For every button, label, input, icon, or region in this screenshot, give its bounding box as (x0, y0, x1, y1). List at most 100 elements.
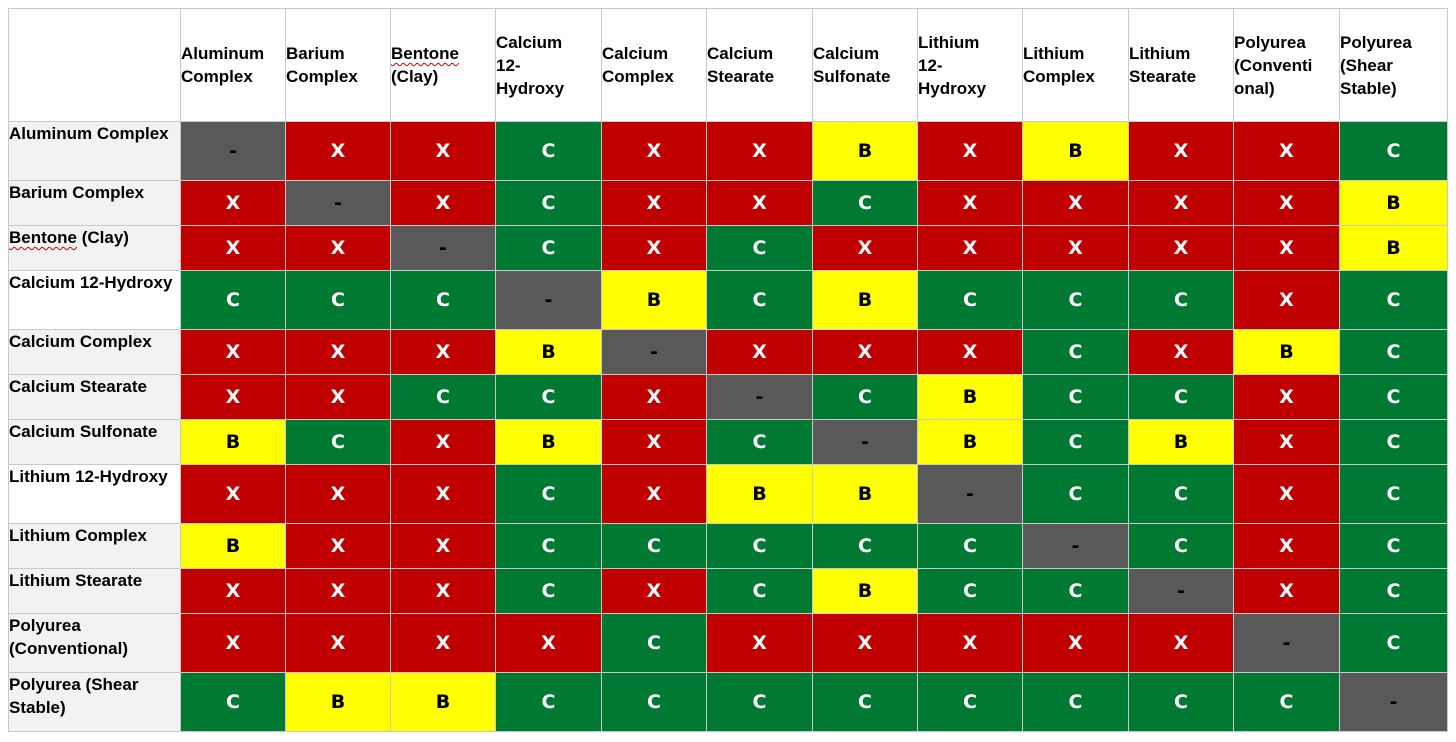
compatibility-cell: X (706, 329, 813, 375)
compatibility-cell: - (1022, 523, 1129, 569)
compatibility-cell: X (495, 613, 602, 673)
row-header-bentone-clay: Bentone (Clay) (8, 225, 181, 271)
row-header-label: Barium Complex (9, 183, 145, 202)
column-header-bentone-clay: Bentone (Clay) (390, 8, 496, 122)
compatibility-cell: X (285, 121, 391, 181)
column-header-calcium-stearate: Calcium Stearate (706, 8, 813, 122)
compatibility-cell: C (917, 568, 1023, 614)
compatibility-cell: X (917, 329, 1023, 375)
table-row: Calcium Sulfonate B C X B X C - B C B X C (8, 419, 1448, 465)
compatibility-cell: X (1233, 180, 1340, 226)
column-header-label: Lithium Complex (1023, 44, 1095, 86)
compatibility-cell: X (601, 180, 707, 226)
compatibility-cell: X (285, 329, 391, 375)
compatibility-cell: X (1128, 225, 1234, 271)
compatibility-cell: C (812, 180, 918, 226)
column-header-label: Lithium 12- Hydroxy (918, 32, 987, 98)
table-row: Lithium 12-Hydroxy X X X C X B B - C C X C (8, 464, 1448, 524)
column-header-label: Lithium Stearate (1129, 44, 1197, 86)
compatibility-cell: X (390, 180, 496, 226)
compatibility-cell: B (285, 672, 391, 732)
compatibility-cell: B (706, 464, 813, 524)
compatibility-cell: X (1128, 180, 1234, 226)
compatibility-cell: B (495, 419, 602, 465)
compatibility-cell: X (1233, 464, 1340, 524)
row-header-label: Lithium Complex (9, 526, 147, 545)
compatibility-cell: C (1022, 329, 1129, 375)
compatibility-cell: X (390, 523, 496, 569)
column-header-label: Polyurea (Shear Stable) (1340, 32, 1412, 98)
compatibility-cell: B (1339, 225, 1448, 271)
compatibility-cell: X (601, 464, 707, 524)
compatibility-cell: C (1339, 329, 1448, 375)
table-row: Lithium Complex B X X C C C C C - C X C (8, 523, 1448, 569)
table-row: Aluminum Complex - X X C X X B X B X X C (8, 121, 1448, 181)
compatibility-cell: C (1022, 568, 1129, 614)
compatibility-cell: C (495, 568, 602, 614)
corner-cell (8, 8, 181, 122)
compatibility-cell: - (1128, 568, 1234, 614)
column-header-label: Calcium Sulfonate (813, 44, 891, 86)
compatibility-cell: C (1128, 523, 1234, 569)
compatibility-cell: C (285, 419, 391, 465)
compatibility-cell: X (917, 225, 1023, 271)
compatibility-cell: X (180, 374, 286, 420)
compatibility-cell: B (1233, 329, 1340, 375)
compatibility-cell: C (1128, 374, 1234, 420)
compatibility-cell: X (180, 613, 286, 673)
grease-compatibility-table: Aluminum Complex Barium Complex Bentone (Cl… (8, 8, 1448, 732)
compatibility-cell: C (706, 672, 813, 732)
table-row: Polyurea (Shear Stable) C B B C C C C C C C C - (8, 672, 1448, 732)
compatibility-cell: X (180, 225, 286, 271)
compatibility-cell: C (495, 672, 602, 732)
compatibility-cell: C (1339, 270, 1448, 330)
compatibility-cell: C (180, 270, 286, 330)
compatibility-cell: C (812, 374, 918, 420)
compatibility-cell: C (285, 270, 391, 330)
table-row: Calcium 12-Hydroxy C C C - B C B C C C X C (8, 270, 1448, 330)
header-row: Aluminum Complex Barium Complex Bentone (Cl… (8, 8, 1448, 122)
compatibility-cell: C (706, 225, 813, 271)
compatibility-cell: B (1339, 180, 1448, 226)
compatibility-cell: X (601, 374, 707, 420)
compatibility-cell: C (495, 180, 602, 226)
compatibility-cell: X (180, 180, 286, 226)
compatibility-cell: X (917, 121, 1023, 181)
table-row: Barium Complex X - X C X X C X X X X B (8, 180, 1448, 226)
compatibility-cell: X (1233, 523, 1340, 569)
compatibility-cell: C (390, 270, 496, 330)
compatibility-cell: C (812, 672, 918, 732)
compatibility-cell: X (706, 180, 813, 226)
compatibility-cell: X (1233, 419, 1340, 465)
row-header-label: Calcium Complex (9, 332, 152, 351)
compatibility-cell: X (1233, 374, 1340, 420)
row-header-label: Calcium 12-Hydroxy (9, 273, 173, 292)
compatibility-cell: - (1339, 672, 1448, 732)
compatibility-cell: C (706, 523, 813, 569)
column-header-lithium-12-hydroxy: Lithium 12- Hydroxy (917, 8, 1023, 122)
compatibility-cell: B (812, 568, 918, 614)
compatibility-cell: C (1339, 121, 1448, 181)
compatibility-cell: X (285, 613, 391, 673)
column-header-label: Aluminum Complex (181, 44, 265, 86)
row-header-aluminum-complex: Aluminum Complex (8, 121, 181, 181)
compatibility-cell: X (1233, 568, 1340, 614)
compatibility-cell: X (812, 613, 918, 673)
compatibility-cell: C (706, 419, 813, 465)
compatibility-cell: C (1022, 419, 1129, 465)
compatibility-cell: X (1233, 270, 1340, 330)
compatibility-cell: C (917, 672, 1023, 732)
column-header-aluminum-complex: Aluminum Complex (180, 8, 286, 122)
row-header-lithium-stearate: Lithium Stearate (8, 568, 181, 614)
row-header-label: Lithium 12-Hydroxy (9, 467, 168, 486)
compatibility-cell: B (495, 329, 602, 375)
compatibility-cell: X (706, 121, 813, 181)
table-row: Calcium Complex X X X B - X X X C X B C (8, 329, 1448, 375)
compatibility-cell: X (390, 464, 496, 524)
compatibility-cell: C (495, 225, 602, 271)
column-header-barium-complex: Barium Complex (285, 8, 391, 122)
compatibility-cell: B (1022, 121, 1129, 181)
compatibility-cell: B (180, 523, 286, 569)
compatibility-cell: X (1233, 121, 1340, 181)
compatibility-cell: C (917, 523, 1023, 569)
